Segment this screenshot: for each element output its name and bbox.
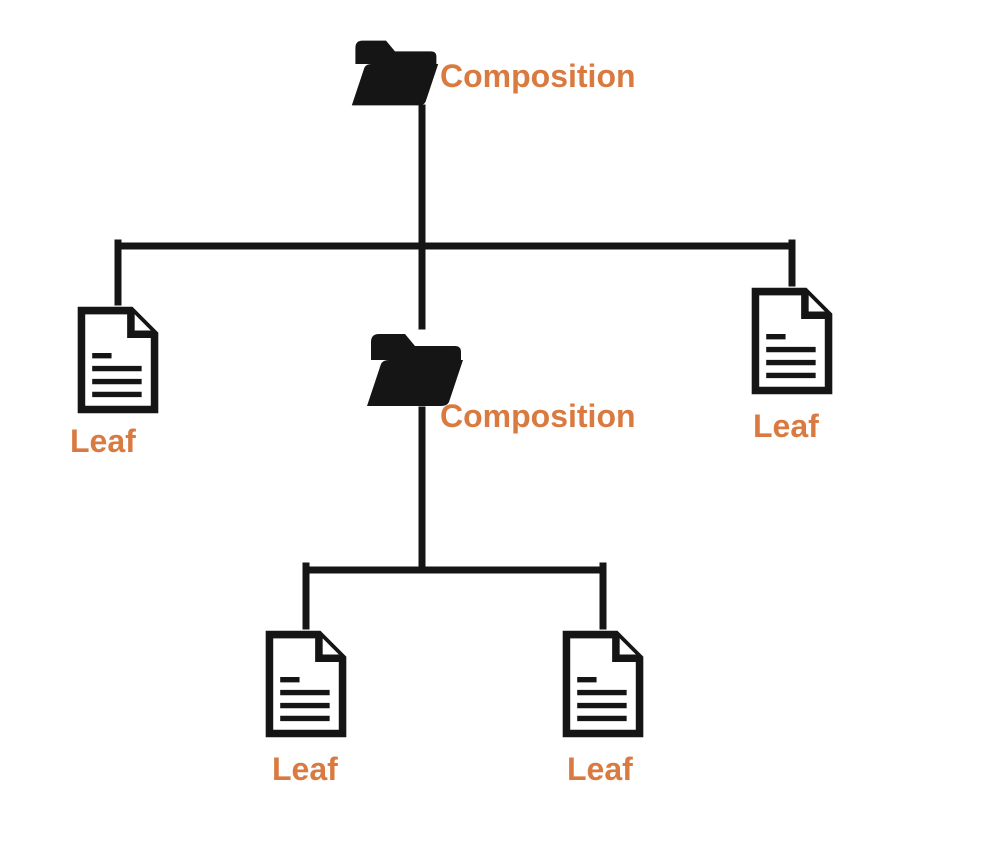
node-leaf-right: [749, 287, 835, 400]
node-leaf-bottom-right: [560, 630, 646, 743]
file-icon: [749, 382, 835, 399]
file-icon: [75, 401, 161, 418]
node-leaf-right-label: Leaf: [753, 408, 819, 445]
node-mid-label: Composition: [440, 398, 636, 435]
composite-pattern-diagram: Composition Leaf Composition: [0, 0, 982, 868]
file-icon: [560, 725, 646, 742]
node-leaf-left-label: Leaf: [70, 423, 136, 460]
node-root: [350, 37, 440, 114]
node-leaf-left: [75, 306, 161, 419]
node-leaf-bottom-right-label: Leaf: [567, 751, 633, 788]
node-leaf-bottom-left: [263, 630, 349, 743]
file-icon: [263, 725, 349, 742]
node-root-label: Composition: [440, 58, 636, 95]
folder-icon: [350, 96, 440, 113]
node-leaf-bottom-left-label: Leaf: [272, 751, 338, 788]
